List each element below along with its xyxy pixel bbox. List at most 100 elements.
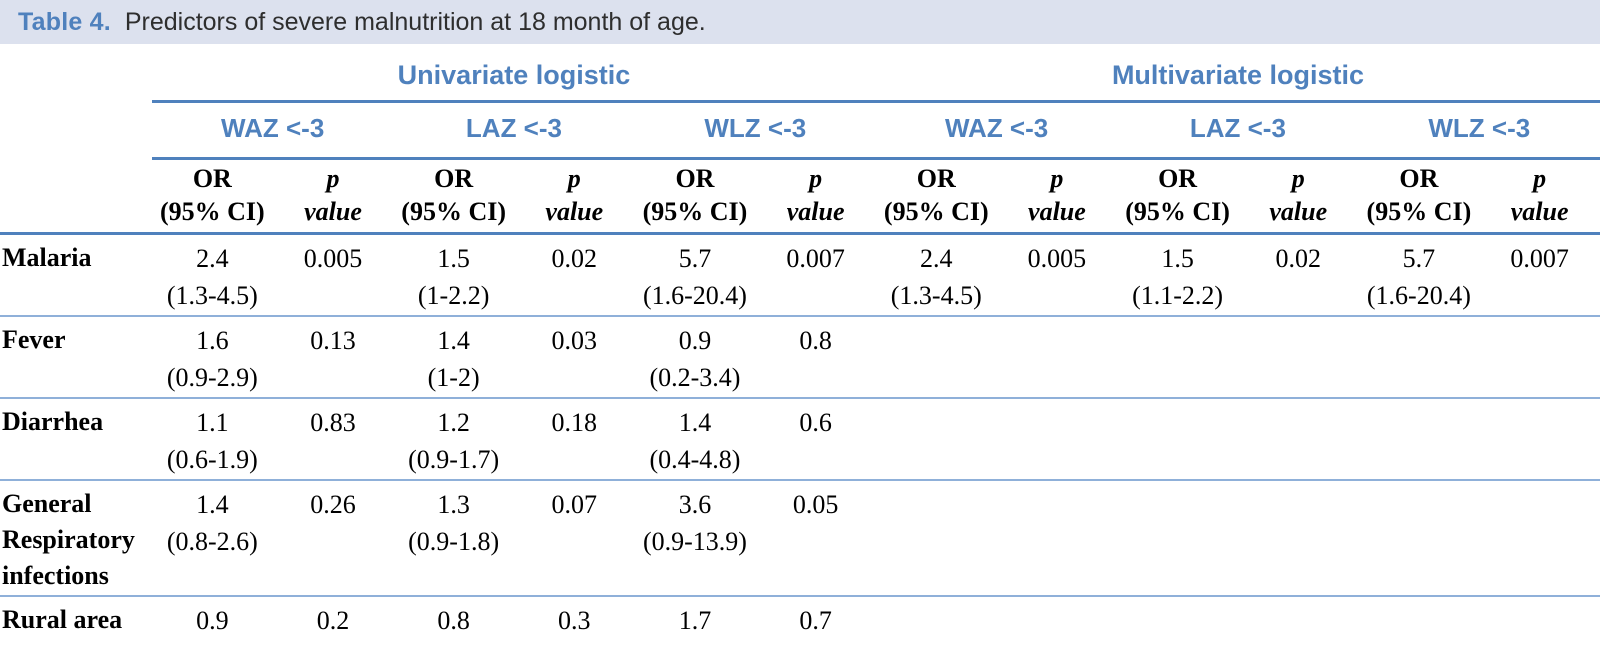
p-value-cell: 0.2	[316, 605, 350, 635]
subheader-uni-laz: LAZ <-3	[393, 101, 635, 160]
or-ci-cell	[1358, 315, 1480, 399]
row-label: General Respiratory infections	[0, 479, 152, 597]
p-value-cell: 0.7	[799, 605, 832, 635]
or-ci-cell	[1117, 479, 1238, 597]
p-value-cell: 0.007	[755, 233, 876, 317]
or-ci-cell	[1117, 315, 1238, 399]
p-value-cell	[1238, 596, 1359, 645]
p-value-cell: 0.005	[996, 233, 1118, 317]
p-value-cell	[996, 315, 1118, 399]
or-ci-cell: 5.7 (1.6-20.4)	[634, 233, 756, 317]
row-label: Diarrhea	[0, 397, 152, 481]
p-value-header: p value	[1479, 158, 1600, 235]
p-value-cell	[1479, 479, 1600, 597]
p-value-header: p value	[996, 158, 1118, 235]
row-label: Malaria	[0, 233, 152, 317]
table-title-bar: Table 4. Predictors of severe malnutriti…	[0, 0, 1600, 44]
corner-blank-cell	[0, 101, 152, 158]
p-value-cell: 0.13	[272, 315, 394, 399]
table-row-diarrhea: Diarrhea 1.1 (0.6-1.9) 0.83 1.2 (0.9-1.7) …	[0, 397, 1600, 481]
p-value-cell	[1237, 479, 1359, 597]
or-ci-header: OR (95% CI)	[1117, 158, 1238, 235]
group-header-univariate: Univariate logistic	[152, 44, 876, 103]
or-ci-header: OR (95% CI)	[875, 158, 997, 235]
p-value-cell	[1479, 596, 1600, 645]
or-ci-cell: 0.9 (0.2-3.4)	[634, 315, 756, 399]
p-value-cell	[996, 479, 1118, 597]
p-value-cell: 0.8	[755, 315, 876, 399]
outcome-subheader-row: WAZ <-3 LAZ <-3 WLZ <-3 WAZ <-3 LAZ <-3 …	[0, 101, 1600, 160]
model-group-header-row: Univariate logistic Multivariate logisti…	[0, 44, 1600, 103]
or-ci-cell	[876, 596, 997, 645]
p-value-cell: 0.03	[513, 315, 635, 399]
table-row-rural-area: Rural area 0.9(0.5-1.7) 0.2 0.8(0.6-1.1)…	[0, 596, 1600, 645]
or-ci-header: OR (95% CI)	[152, 158, 273, 235]
row-label: Rural area	[2, 604, 123, 634]
p-value-cell: 0.02	[1237, 233, 1359, 317]
p-value-header: p value	[513, 158, 635, 235]
or-ci-cell: 1.5 (1.1-2.2)	[1117, 233, 1238, 317]
results-table: Univariate logistic Multivariate logisti…	[0, 44, 1600, 645]
p-value-cell	[996, 397, 1118, 481]
p-value-cell: 0.83	[272, 397, 394, 481]
p-value-cell	[1479, 397, 1600, 481]
p-value-cell: 0.07	[513, 479, 635, 597]
p-value-cell: 0.18	[513, 397, 635, 481]
p-value-cell: 0.007	[1479, 233, 1600, 317]
p-value-cell	[1237, 397, 1359, 481]
or-ci-cell	[1358, 397, 1480, 481]
subheader-multi-laz: LAZ <-3	[1117, 101, 1359, 160]
corner-blank-cell	[0, 158, 152, 235]
or-ci-cell: 5.7 (1.6-20.4)	[1358, 233, 1480, 317]
table-row-general-respiratory-infections: General Respiratory infections 1.4 (0.8-2…	[0, 479, 1600, 597]
or-ci-cell: 1.5 (1-2.2)	[393, 233, 514, 317]
or-ci-cell: 1.2 (0.9-1.7)	[393, 397, 514, 481]
measure-header-row: OR (95% CI) p value OR (95% CI) p value OR (9…	[0, 158, 1600, 235]
or-ci-cell	[1358, 479, 1480, 597]
corner-blank-cell	[0, 44, 152, 101]
or-ci-cell	[875, 315, 997, 399]
or-ci-cell: 1.4 (1-2)	[393, 315, 514, 399]
or-ci-cell: 1.3 (0.9-1.8)	[393, 479, 514, 597]
p-value-header: p value	[272, 158, 394, 235]
group-header-multivariate: Multivariate logistic	[875, 44, 1600, 103]
or-ci-cell: 1.7(0.4-6.4)	[649, 605, 740, 645]
or-ci-cell: 2.4 (1.3-4.5)	[152, 233, 273, 317]
or-ci-header: OR (95% CI)	[1358, 158, 1480, 235]
subheader-uni-wlz: WLZ <-3	[634, 101, 876, 160]
or-ci-cell: 1.6 (0.9-2.9)	[152, 315, 273, 399]
or-ci-cell: 2.4 (1.3-4.5)	[875, 233, 997, 317]
or-ci-header: OR (95% CI)	[634, 158, 756, 235]
p-value-cell: 0.26	[272, 479, 394, 597]
or-ci-cell	[1117, 397, 1238, 481]
p-value-cell: 0.005	[272, 233, 394, 317]
or-ci-header: OR (95% CI)	[393, 158, 514, 235]
p-value-cell	[1237, 315, 1359, 399]
p-value-header: p value	[1237, 158, 1359, 235]
p-value-cell: 0.3	[558, 605, 591, 635]
subheader-multi-wlz: WLZ <-3	[1358, 101, 1600, 160]
p-value-cell	[997, 596, 1118, 645]
subheader-uni-waz: WAZ <-3	[152, 101, 394, 160]
table-row-fever: Fever 1.6 (0.9-2.9) 0.13 1.4 (1-2) 0.03 0.…	[0, 315, 1600, 399]
or-ci-cell: 1.1 (0.6-1.9)	[152, 397, 273, 481]
or-ci-cell: 1.4 (0.4-4.8)	[634, 397, 756, 481]
or-ci-cell: 3.6 (0.9-13.9)	[634, 479, 756, 597]
subheader-multi-waz: WAZ <-3	[875, 101, 1118, 160]
p-value-cell: 0.6	[755, 397, 876, 481]
table-row-malaria: Malaria 2.4 (1.3-4.5) 0.005 1.5 (1-2.2) 0.…	[0, 233, 1600, 317]
p-value-cell: 0.02	[513, 233, 635, 317]
or-ci-cell: 0.8(0.6-1.1)	[408, 605, 499, 645]
p-value-header: p value	[755, 158, 876, 235]
or-ci-cell: 1.4 (0.8-2.6)	[152, 479, 273, 597]
or-ci-cell	[875, 397, 997, 481]
or-ci-cell	[875, 479, 997, 597]
or-ci-cell: 0.9(0.5-1.7)	[167, 605, 258, 645]
p-value-cell	[1479, 315, 1600, 399]
or-ci-cell	[1117, 596, 1238, 645]
table-number-label: Table 4.	[18, 7, 111, 36]
table-caption: Predictors of severe malnutrition at 18 …	[124, 7, 706, 36]
row-label: Fever	[0, 315, 152, 399]
or-ci-cell	[1359, 596, 1480, 645]
p-value-cell: 0.05	[755, 479, 876, 597]
